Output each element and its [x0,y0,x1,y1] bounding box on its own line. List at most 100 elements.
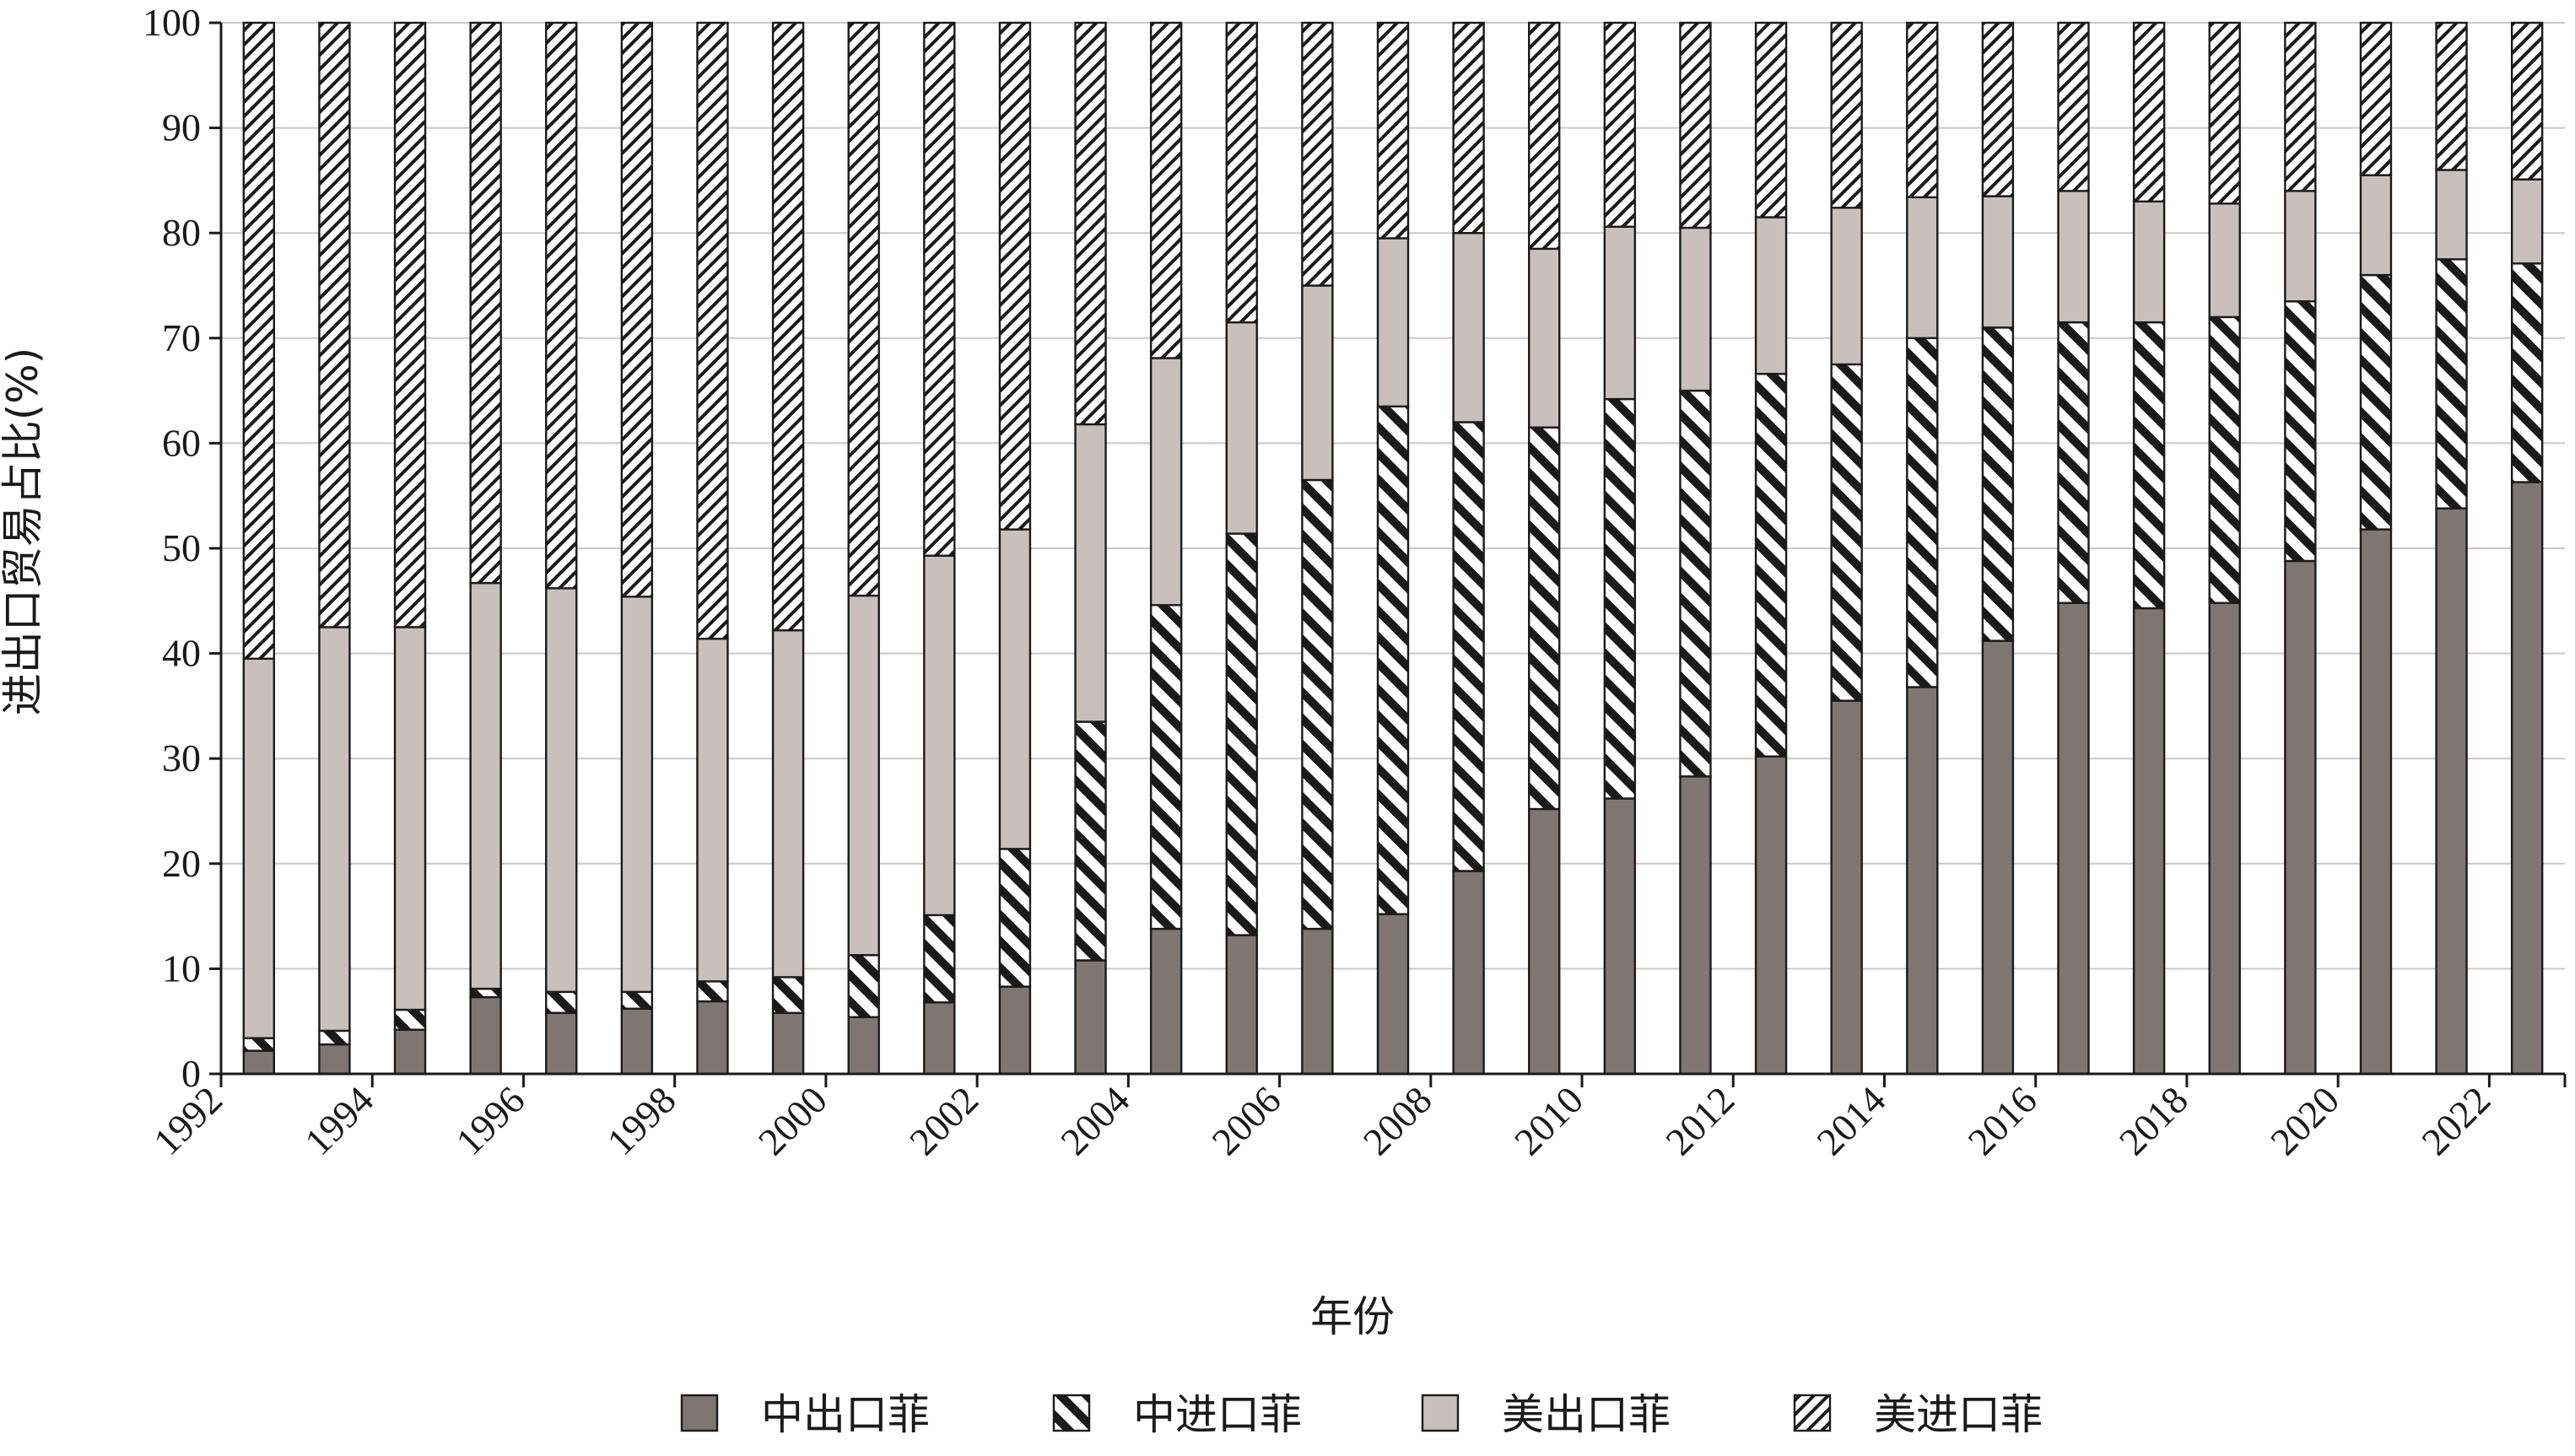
bar-segment-2013-s1 [1830,363,1863,702]
bar-segment-2018-s2 [2208,202,2241,319]
bar-segment-1992-s1 [242,1037,276,1052]
bar-segment-2017-s2 [2132,200,2166,324]
bar-segment-2022-s3 [2510,21,2544,181]
bar-segment-2015-s1 [1981,326,2015,642]
x-tick-label: 1992 [145,1078,230,1163]
x-tick-labels: 1992 1994 1996 1998 2000 2002 2004 2006 2008 2010… [145,1078,2499,1163]
bar-segment-2016-s2 [2057,190,2090,324]
bar-segment-2019-s1 [2284,299,2317,563]
bar-segment-2005-s3 [1225,21,1258,324]
bar-segment-1999-s3 [771,21,805,632]
bar-segment-1996-s2 [545,587,578,994]
bar-segment-1992-s0 [242,1049,276,1076]
bar-segment-2010-s2 [1603,225,1637,401]
bar-segment-2008-s2 [1452,232,1485,423]
bar-segment-2018-s3 [2208,21,2241,205]
bar-segment-2003-s3 [1074,21,1107,426]
bar-segment-2002-s3 [998,21,1032,531]
bar-segment-1997-s1 [620,990,654,1010]
bar-segment-2022-s1 [2510,262,2544,483]
bar-segment-2007-s0 [1376,913,1410,1076]
bar-segment-2000-s0 [847,1016,880,1076]
bar-segment-2009-s2 [1528,247,1561,429]
bar-segment-2015-s2 [1981,195,2015,329]
bar-segment-2015-s3 [1981,21,2015,197]
bar-segment-2020-s0 [2359,528,2393,1076]
x-tick-label: 2014 [1808,1078,1893,1163]
y-tick-label: 60 [162,421,201,464]
bar-segment-1993-s1 [318,1029,351,1046]
bar-segment-2004-s2 [1149,357,1183,607]
bar-segment-1993-s3 [318,21,351,628]
x-tick-label: 2022 [2413,1078,2498,1163]
bar-segment-2007-s1 [1376,405,1410,915]
bar-segment-1994-s2 [393,626,427,1011]
bar-segment-1995-s0 [469,995,502,1076]
legend-swatch-1 [1052,1394,1091,1432]
bar-segment-2000-s2 [847,594,880,957]
x-axis-title: 年份 [1310,1292,1395,1341]
bar-segment-2017-s0 [2132,607,2166,1076]
bar-segment-2006-s2 [1301,284,1334,482]
bar-segment-1995-s3 [469,21,502,585]
bar-segment-2012-s1 [1754,372,1788,758]
bar-segment-2008-s0 [1452,870,1485,1076]
bar-segment-2007-s3 [1376,21,1410,240]
bar-segment-2006-s3 [1301,21,1334,287]
bar-segment-2010-s1 [1603,397,1637,800]
bar-segment-2004-s0 [1149,927,1183,1076]
legend-swatch-3 [1793,1394,1832,1432]
bar-segment-2005-s0 [1225,934,1258,1076]
bar-segment-1992-s3 [242,21,276,661]
bar-segment-2009-s3 [1528,21,1561,251]
bar-segment-1997-s0 [620,1007,654,1076]
bar-segment-1999-s2 [771,628,805,979]
x-tick-label: 2010 [1506,1078,1591,1163]
bar-segment-2002-s0 [998,985,1032,1076]
bar-segment-2022-s0 [2510,481,2544,1076]
bar-segment-2000-s1 [847,954,880,1018]
bar-segment-2018-s1 [2208,315,2241,604]
bar-segment-2011-s3 [1679,21,1712,229]
bar-segment-2012-s2 [1754,216,1788,375]
bar-segment-2016-s3 [2057,21,2090,192]
bar-segment-2014-s1 [1906,337,1939,688]
bar-segment-1995-s1 [469,987,502,999]
y-tick-label: 70 [162,316,201,359]
legend-swatch-2 [1421,1394,1460,1432]
bar-segment-2006-s0 [1301,927,1334,1076]
bar-segment-1996-s1 [545,990,578,1014]
y-tick-label: 0 [181,1052,201,1095]
bar-segment-2003-s1 [1074,720,1107,962]
bar-segment-2001-s3 [923,21,956,557]
bar-segment-2002-s1 [998,848,1032,988]
bar-segment-2017-s3 [2132,21,2166,203]
y-axis-title: 进出口贸易占比(%) [0,348,47,716]
bar-segment-2021-s1 [2435,258,2468,510]
bar-segment-2006-s1 [1301,478,1334,930]
x-tick-label: 2006 [1204,1078,1289,1163]
bar-segment-2021-s0 [2435,507,2468,1076]
y-tick-label: 40 [162,632,201,675]
bar-segment-1999-s1 [771,976,805,1014]
bar-segment-2001-s0 [923,1001,956,1076]
x-tick-label: 1998 [599,1078,684,1163]
bar-segment-2021-s2 [2435,169,2468,261]
bar-segment-2020-s1 [2359,273,2393,531]
bar-segment-2011-s0 [1679,775,1712,1076]
bar-segment-1996-s0 [545,1011,578,1076]
legend: 中出口菲 中进口菲 美出口菲 美进口菲 [680,1390,2043,1439]
bar-segment-2003-s2 [1074,423,1107,723]
bar-segment-2014-s3 [1906,21,1939,199]
bar-segment-2011-s1 [1679,389,1712,778]
x-tick-label: 1996 [447,1078,532,1163]
bar-segment-2004-s3 [1149,21,1183,359]
x-tick-label: 2008 [1355,1078,1440,1163]
bars [242,21,2544,1076]
bar-segment-2001-s2 [923,554,956,917]
bar-segment-2015-s0 [1981,639,2015,1076]
y-tick-label: 20 [162,842,201,885]
bar-segment-2002-s2 [998,528,1032,850]
x-tick-label: 2018 [2111,1078,2196,1163]
